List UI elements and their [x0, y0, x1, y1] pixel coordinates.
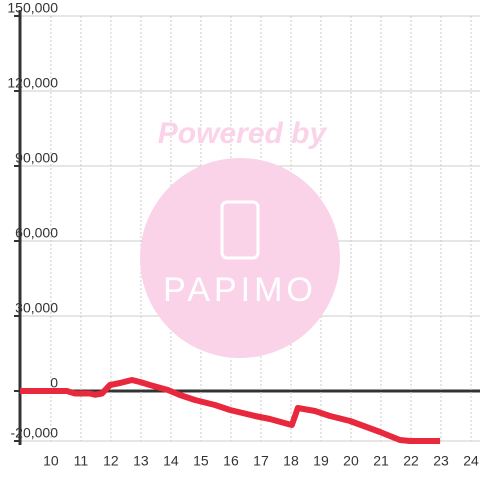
watermark-text: Powered by	[158, 117, 328, 150]
y-tick-label: 60,000	[15, 225, 58, 241]
line	[20, 377, 441, 444]
x-tick-label: 22	[403, 453, 419, 469]
y-tick-label: 120,000	[7, 75, 58, 91]
y-tick-label: 0	[50, 375, 58, 391]
y-tick-label: 30,000	[15, 300, 58, 316]
x-tick-label: 23	[433, 453, 449, 469]
x-tick-label: 19	[313, 453, 329, 469]
x-tick-label: 17	[253, 453, 269, 469]
x-tick-label: 13	[133, 453, 149, 469]
watermark-logo: PAPIMO	[163, 271, 317, 309]
y-tick-label: 90,000	[15, 150, 58, 166]
x-tick-label: 10	[43, 453, 59, 469]
x-tick-label: 16	[223, 453, 239, 469]
x-tick-label: 12	[103, 453, 119, 469]
y-tick-label: 150,000	[7, 0, 58, 16]
x-tick-label: 15	[193, 453, 209, 469]
watermark: Powered by PAPIMO	[140, 117, 340, 358]
x-tick-label: 11	[74, 453, 89, 469]
y-tick-label: -20,000	[11, 425, 59, 441]
watermark-icon	[220, 200, 260, 260]
x-tick-label: 18	[283, 453, 299, 469]
x-tick-label: 21	[373, 453, 389, 469]
x-tick-label: 14	[163, 453, 179, 469]
x-tick-label: 20	[343, 453, 359, 469]
x-tick-label: 24	[463, 453, 479, 469]
